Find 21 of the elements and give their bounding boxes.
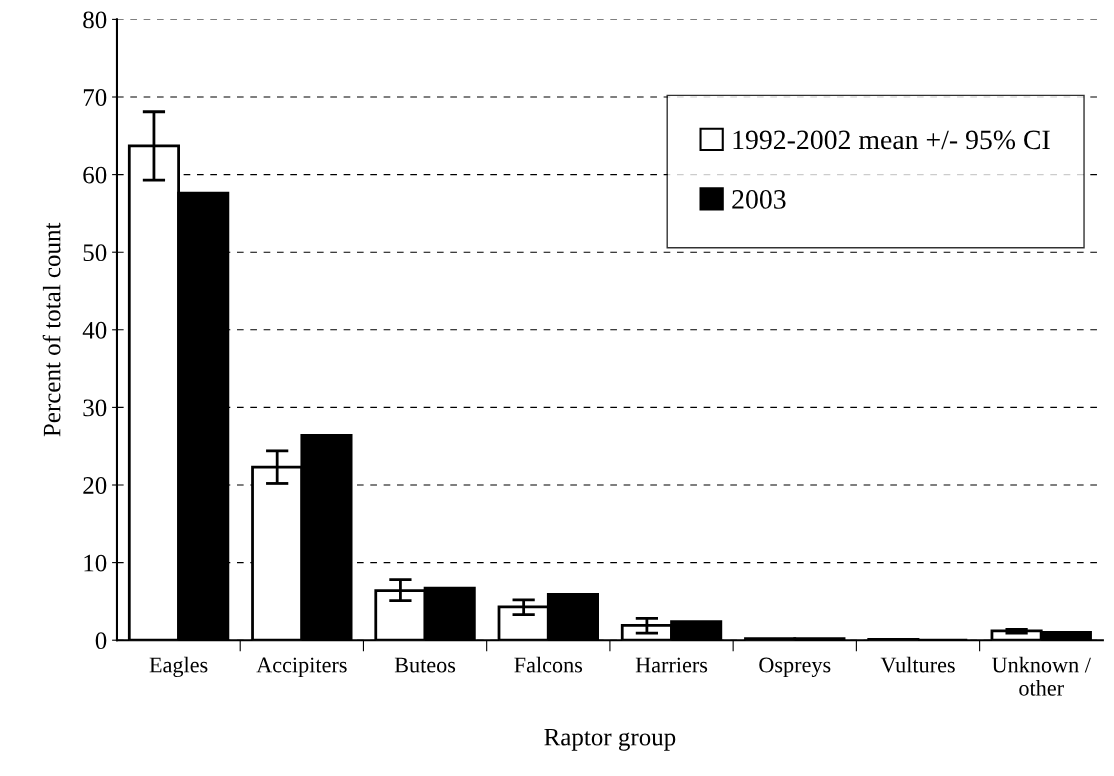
legend-label: 1992-2002 mean +/- 95% CI bbox=[733, 130, 1050, 150]
x-tick-label: Buteos bbox=[394, 657, 456, 673]
y-axis-title: Percent of total count bbox=[42, 222, 61, 437]
y-tick-label: 10 bbox=[84, 554, 107, 572]
y-tick-label: 70 bbox=[83, 89, 107, 106]
x-tick-label: Harriers bbox=[635, 657, 708, 673]
y-tick-label: 30 bbox=[83, 399, 107, 417]
x-tick-label: Falcons bbox=[514, 656, 583, 673]
x-tick-label: Accipiters bbox=[256, 657, 347, 678]
x-axis-title: Raptor group bbox=[544, 728, 676, 751]
x-tick-label: Eagles bbox=[149, 656, 208, 678]
y-tick-label: 80 bbox=[83, 11, 107, 29]
y-tick-label: 20 bbox=[83, 477, 107, 494]
x-tick-label: Ospreys bbox=[759, 657, 831, 678]
y-tick-label: 40 bbox=[82, 321, 107, 339]
legend-label: 2003 bbox=[732, 190, 786, 209]
y-tick-label: 50 bbox=[83, 244, 107, 262]
x-tick-label: Unknown / other bbox=[992, 656, 1091, 696]
y-tick-label: 60 bbox=[83, 166, 107, 184]
x-tick-label: Vultures bbox=[880, 656, 955, 673]
y-tick-label: 0 bbox=[95, 632, 107, 650]
